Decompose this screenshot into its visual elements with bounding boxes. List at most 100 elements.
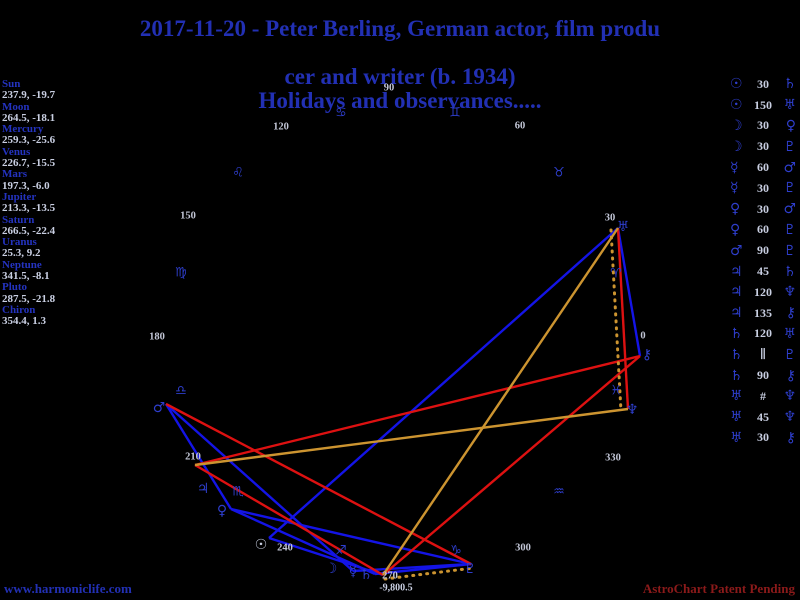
planet-name-jupiter: Jupiter [2,190,37,203]
aspect-row-11: ♃ 120 ♆ [730,282,796,303]
value-readout: -9,800.5 [379,582,413,594]
aspect-planet1-glyph: ♃ [730,263,743,280]
aspect-row-5: ☿ 60 ♂ [730,157,796,178]
aspect-planet2-glyph: ♄ [783,76,796,93]
planet-value-neptune: 341.5, -8.1 [2,270,50,283]
planet-name-neptune: Neptune [2,258,42,271]
aspect-line-uranus-neptune [616,227,630,410]
aspect-row-7: ♀ 30 ♂ [730,199,796,220]
planet-value-uranus: 25.3, 9.2 [2,247,41,260]
aspect-angle: 45 [757,409,769,424]
aspect-planet1-glyph: ♃ [730,284,743,301]
aspect-angle: 120 [754,326,772,341]
aspect-line-saturn-chiron [382,355,641,576]
aspect-angle: 120 [754,284,772,299]
aspect-line-mars-pluto [165,402,472,566]
tick-label-60: 60 [514,120,526,132]
sign-glyph-leo: ♌ [232,165,244,181]
aspect-row-1: ☉ 30 ♄ [730,74,796,95]
tick-label-270: 270 [382,570,398,582]
tick-label-240: 240 [277,542,293,554]
aspect-row-15: ♄ 90 ⚷ [730,365,796,386]
tick-label-330: 330 [605,452,621,464]
aspect-planet2-glyph: ♅ [783,97,796,114]
aspect-line-venus-pluto [230,507,472,566]
aspect-row-17: ♅ 45 ♆ [730,407,796,428]
aspect-planet1-glyph: ☿ [730,159,739,176]
planet-glyph-sun: ☉ [254,537,268,553]
aspect-planet2-glyph: ♇ [783,221,796,238]
aspect-planet1-glyph: ♄ [730,367,743,384]
aspect-angle: 150 [754,97,772,112]
title-line-2: cer and writer (b. 1934) [284,64,516,89]
sign-glyph-taurus: ♉ [553,165,565,181]
aspect-angle: ∥ [759,347,767,362]
aspect-line-jupiter-saturn [194,463,384,577]
aspect-planet2-glyph: ♆ [783,284,796,301]
sign-glyph-cancer: ♋ [335,105,347,121]
planet-name-venus: Venus [2,145,31,158]
aspect-line-mercury-mars [165,403,354,572]
aspect-angle: 30 [757,201,769,216]
tick-label-300: 300 [515,542,531,554]
planet-name-mercury: Mercury [2,123,44,136]
aspect-planet2-glyph: ♀ [785,117,796,134]
aspect-angle: 90 [757,243,769,258]
aspect-planet1-glyph: ♀ [730,201,741,218]
aspect-row-8: ♀ 60 ♇ [730,220,796,241]
aspect-planet1-glyph: ♂ [730,242,743,259]
sign-glyph-aquarius: ♒ [553,484,565,500]
patent-pending-text: AstroChart Patent Pending [642,581,795,596]
aspect-planet2-glyph: ♇ [783,346,796,363]
aspect-planet1-glyph: ☽ [730,138,743,155]
planet-glyph-pluto: ♇ [463,561,477,577]
sign-glyph-libra: ♎ [175,383,187,399]
tick-label-180: 180 [149,331,165,343]
aspect-planet1-glyph: ♃ [730,305,743,322]
aspect-planet1-glyph: ♅ [730,388,743,405]
aspect-planet2-glyph: ♆ [783,388,796,405]
aspect-angle: 30 [757,118,769,133]
aspect-planet1-glyph: ♄ [730,325,743,342]
aspect-planet2-glyph: ⚷ [785,429,796,446]
planet-glyph-mars: ♂ [152,400,166,416]
planet-glyph-mercury: ☿ [348,564,358,580]
aspect-row-4: ☽ 30 ♇ [730,136,796,157]
aspect-angle: 30 [757,139,769,154]
planet-glyph-uranus: ♅ [616,219,630,235]
aspect-line-saturn-uranus [382,227,619,576]
aspect-planet1-glyph: ☉ [730,97,743,114]
planet-name-uranus: Uranus [2,236,37,249]
aspect-angle: 90 [757,368,769,383]
aspect-planet1-glyph: ♅ [730,429,743,446]
planet-value-moon: 264.5, -18.1 [2,111,56,124]
sign-glyph-pisces: ♓ [610,383,622,399]
planet-name-moon: Moon [2,100,30,113]
aspect-angle: 30 [757,430,769,445]
aspect-planet2-glyph: ♇ [783,180,796,197]
aspect-angle: # [760,388,766,403]
planet-glyph-jupiter: ♃ [196,481,210,497]
aspect-angle: 45 [757,264,769,279]
aspect-line-jupiter-chiron [194,354,641,467]
aspect-line-uranus-chiron [616,227,642,357]
aspect-row-2: ☉ 150 ♅ [730,95,796,116]
aspect-row-12: ♃ 135 ⚷ [730,303,796,324]
planet-value-sun: 237.9, -19.7 [2,89,56,102]
aspect-line-moon-venus [230,507,376,576]
planet-value-jupiter: 213.3, -13.5 [2,202,56,215]
aspect-row-3: ☽ 30 ♀ [730,116,796,137]
aspect-row-13: ♄ 120 ♅ [730,324,796,345]
aspect-angle: 30 [757,76,769,91]
tick-label-0: 0 [640,330,646,342]
aspect-planet1-glyph: ♅ [730,409,743,426]
aspect-line-saturn-pluto [383,566,475,581]
aspect-row-9: ♂ 90 ♇ [730,240,796,261]
tick-label-90: 90 [383,82,395,94]
planet-position-panel: Sun 237.9, -19.7 Moon 264.5, -18.1 Mercury 25… [2,78,132,328]
aspect-planet1-glyph: ☿ [730,180,739,197]
aspect-line-sun-uranus [268,227,619,539]
aspect-planet1-glyph: ☽ [730,117,743,134]
